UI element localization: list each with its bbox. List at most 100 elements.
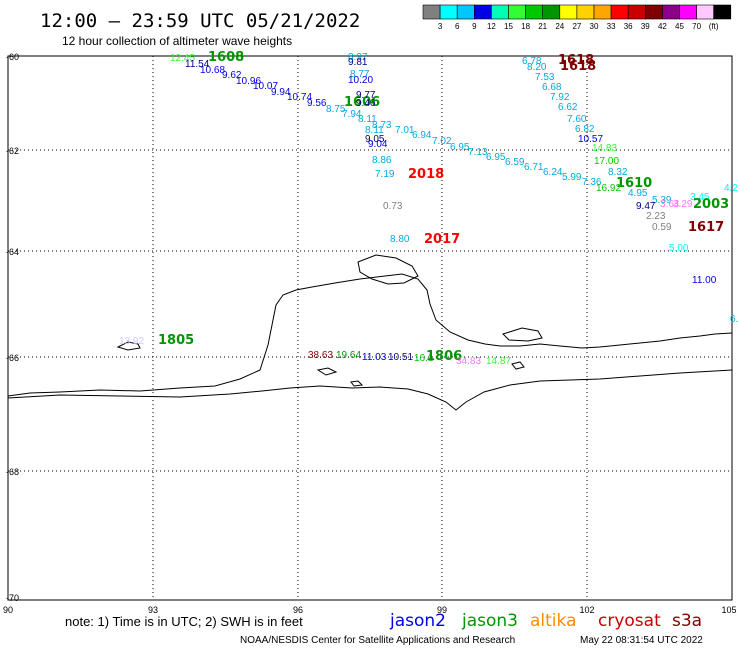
obs-wave-height: 8.11: [365, 125, 384, 136]
lon-label: 102: [579, 605, 594, 615]
obs-wave-height: 8.11: [358, 114, 377, 125]
scale-swatch: [593, 4, 612, 20]
scale-label: 42: [658, 22, 667, 31]
map-frame: [7, 55, 733, 601]
obs-wave-height: 7.01: [395, 125, 415, 136]
obs-wave-height: 10.74: [287, 92, 312, 103]
scale-label: 33: [607, 22, 616, 31]
obs-wave-height: 16.92: [596, 183, 621, 194]
scale-label: 12: [487, 22, 496, 31]
scale-swatch: [662, 4, 680, 20]
scale-swatch: [576, 4, 595, 20]
altimeter-observations: 12.45 160811.5410.689.6210.9610.079.9410.…: [119, 50, 738, 367]
obs-wave-height: 9.77: [356, 90, 376, 101]
scale-swatch: [610, 4, 629, 20]
obs-wave-height: 4.2: [724, 183, 738, 194]
obs-wave-height: 2.23: [646, 211, 666, 222]
scale-swatch: [627, 4, 646, 20]
color-scale: [422, 4, 732, 20]
lat-label: -60: [6, 52, 19, 62]
obs-wave-height: 8.20: [527, 62, 547, 73]
obs-wave-height: 3.64: [660, 199, 680, 210]
lon-label: 99: [437, 605, 447, 615]
coastline-south: [7, 369, 733, 411]
scale-label: 24: [555, 22, 564, 31]
scale-label: 6: [455, 22, 460, 31]
generated-timestamp: May 22 08:31:54 UTC 2022: [580, 635, 703, 646]
scale-swatch: [525, 4, 543, 20]
obs-wave-height: 9.05: [365, 134, 385, 145]
scale-label: (ft): [709, 22, 719, 31]
obs-time-label: 2017: [424, 232, 460, 247]
obs-wave-height: 8.75: [326, 104, 346, 115]
obs-wave-height: 3.45: [690, 192, 710, 203]
scale-swatch: [559, 4, 578, 20]
obs-wave-height: 8.77: [350, 69, 370, 80]
obs-wave-height: 9.81: [348, 57, 368, 68]
lon-label: 90: [3, 605, 13, 615]
obs-wave-height: 6.94: [412, 130, 432, 141]
obs-wave-height: 9.56: [307, 98, 327, 109]
lat-label: -64: [6, 247, 19, 257]
obs-wave-height: 9.47: [636, 201, 656, 212]
obs-wave-height: 8.97: [348, 52, 368, 63]
scale-label: 27: [572, 22, 581, 31]
obs-wave-height: 14.83: [592, 143, 617, 154]
obs-wave-height: 10.68: [200, 65, 225, 76]
obs-wave-height: 3.29: [673, 199, 693, 210]
obs-wave-height: 14.87: [486, 356, 511, 367]
obs-time-label: 1617: [688, 220, 724, 235]
mission-legend: jason2 jason3 altika cryosat s3a: [389, 611, 702, 631]
obs-wave-height: 10.07: [253, 81, 278, 92]
obs-wave-height: 7.92: [550, 92, 570, 103]
obs-wave-height: 17.00: [594, 156, 619, 167]
obs-wave-height: 7.36: [582, 177, 602, 188]
obs-wave-height: 11.00: [692, 275, 717, 286]
obs-wave-height: 8.86: [372, 155, 392, 166]
coastline-main: [7, 273, 733, 397]
scale-swatch: [679, 4, 697, 20]
obs-time-label: 1606: [344, 95, 380, 110]
scale-swatch: [542, 4, 561, 20]
map-title: 12:00 – 23:59 UTC 05/21/2022: [40, 10, 360, 32]
coastline: [7, 254, 733, 411]
obs-wave-height: 0.73: [383, 201, 403, 212]
obs-wave-height: 5.99: [562, 172, 582, 183]
obs-wave-height: 6.62: [558, 102, 578, 113]
island-west: [116, 341, 141, 351]
island-east: [502, 327, 543, 342]
obs-wave-height: 9.04: [368, 139, 388, 150]
scale-label: 36: [624, 22, 633, 31]
obs-wave-height: 7.60: [567, 114, 587, 125]
obs-wave-height: 6.95: [450, 142, 470, 153]
obs-wave-height: 6.82: [575, 124, 595, 135]
obs-wave-height: 11.03: [362, 352, 387, 363]
mission-jason3: jason3: [461, 611, 518, 631]
mission-s3a: s3a: [672, 611, 702, 631]
obs-wave-height: 8.73: [372, 120, 392, 131]
scale-label: 39: [641, 22, 650, 31]
scale-swatch: [696, 4, 714, 20]
obs-wave-height: 8.80: [390, 234, 410, 245]
obs-time-label: 2003: [693, 197, 729, 212]
obs-wave-height: 6.95: [486, 152, 506, 163]
obs-wave-height: 7.19: [375, 169, 395, 180]
island-small-2: [350, 380, 364, 387]
island-small-1: [316, 367, 338, 376]
mission-altika: altika: [530, 611, 577, 631]
obs-wave-height: 12.45: [170, 53, 195, 64]
lat-label: -70: [6, 593, 19, 603]
obs-wave-height: 11.54: [185, 59, 210, 70]
lat-label: -66: [6, 353, 19, 363]
obs-wave-height: 13.92: [119, 336, 144, 347]
units-note: note: 1) Time is in UTC; 2) SWH is in fe…: [65, 614, 303, 629]
map-subtitle: 12 hour collection of altimeter wave hei…: [62, 34, 292, 48]
scale-swatch: [473, 4, 492, 20]
credit-line: NOAA/NESDIS Center for Satellite Applica…: [240, 635, 515, 646]
mission-jason2: jason2: [389, 611, 446, 631]
obs-wave-height: 10.20: [348, 75, 373, 86]
obs-wave-height: 7.02: [432, 136, 452, 147]
obs-time-label: 1610: [616, 176, 652, 191]
scale-swatch: [491, 4, 509, 20]
